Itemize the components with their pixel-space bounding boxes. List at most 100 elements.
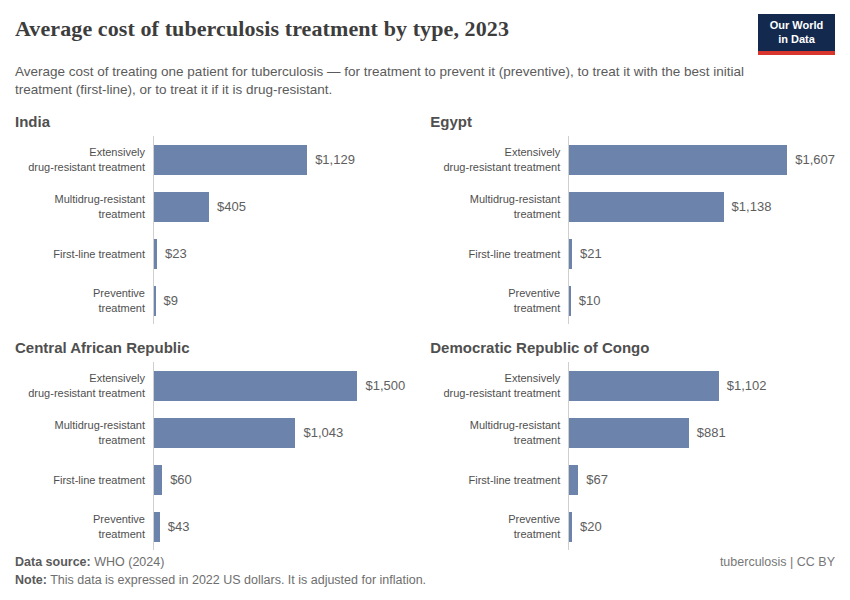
- value-label: $405: [217, 199, 246, 214]
- bar[interactable]: [154, 418, 295, 448]
- bar-area: $20: [568, 503, 835, 550]
- bar-area: $1,102: [568, 362, 835, 409]
- bar-row: Preventive treatment $20: [430, 503, 835, 550]
- category-label: Extensively drug-resistant treatment: [15, 145, 153, 174]
- value-label: $23: [165, 246, 187, 261]
- category-label: Multidrug-resistant treatment: [15, 192, 153, 221]
- value-label: $9: [164, 293, 178, 308]
- value-label: $1,102: [727, 378, 767, 393]
- bar-area: $9: [153, 277, 418, 324]
- bar-area: $1,129: [153, 136, 418, 183]
- bar-area: $10: [568, 277, 835, 324]
- panel-rows: Extensively drug-resistant treatment $1,…: [430, 136, 835, 324]
- bar-area: $405: [153, 183, 418, 230]
- category-label: First-line treatment: [430, 473, 568, 487]
- value-label: $67: [586, 472, 608, 487]
- panel-rows: Extensively drug-resistant treatment $1,…: [15, 136, 418, 324]
- panel-rows: Extensively drug-resistant treatment $1,…: [430, 362, 835, 550]
- bar[interactable]: [154, 286, 156, 316]
- category-label: Extensively drug-resistant treatment: [430, 371, 568, 400]
- bar[interactable]: [569, 239, 572, 269]
- bar[interactable]: [154, 192, 209, 222]
- value-label: $1,129: [315, 152, 355, 167]
- bar[interactable]: [569, 371, 718, 401]
- footer-source-line: Data source: WHO (2024) tuberculosis | C…: [15, 553, 835, 572]
- bar-area: $1,043: [153, 409, 418, 456]
- value-label: $20: [580, 519, 602, 534]
- chart-subtitle: Average cost of treating one patient for…: [15, 63, 757, 101]
- chart-title: Average cost of tuberculosis treatment b…: [15, 14, 509, 42]
- bar[interactable]: [154, 145, 307, 175]
- country-title: Democratic Republic of Congo: [430, 339, 835, 356]
- country-panel: Central African Republic Extensively dru…: [15, 339, 418, 550]
- owid-logo-line2: in Data: [760, 33, 833, 47]
- bar-row: Multidrug-resistant treatment $881: [430, 409, 835, 456]
- bar[interactable]: [569, 286, 571, 316]
- category-label: Preventive treatment: [15, 512, 153, 541]
- country-panel: Democratic Republic of Congo Extensively…: [430, 339, 835, 550]
- bar-row: Extensively drug-resistant treatment $1,…: [15, 362, 418, 409]
- bar[interactable]: [569, 512, 572, 542]
- category-label: First-line treatment: [15, 473, 153, 487]
- category-label: Preventive treatment: [15, 286, 153, 315]
- value-label: $1,607: [795, 152, 835, 167]
- bar-row: Extensively drug-resistant treatment $1,…: [430, 362, 835, 409]
- category-label: First-line treatment: [15, 247, 153, 261]
- value-label: $43: [168, 519, 190, 534]
- data-source: Data source: WHO (2024): [15, 553, 164, 572]
- bar-row: Extensively drug-resistant treatment $1,…: [15, 136, 418, 183]
- panel-rows: Extensively drug-resistant treatment $1,…: [15, 362, 418, 550]
- data-source-value: WHO (2024): [91, 555, 165, 569]
- category-label: First-line treatment: [430, 247, 568, 261]
- bar-row: Multidrug-resistant treatment $1,138: [430, 183, 835, 230]
- value-label: $1,138: [732, 199, 772, 214]
- value-label: $60: [170, 472, 192, 487]
- note-value: This data is expressed in 2022 US dollar…: [47, 573, 426, 587]
- bar-area: $43: [153, 503, 418, 550]
- bar-area: $23: [153, 230, 418, 277]
- bar-area: $1,607: [568, 136, 835, 183]
- bar[interactable]: [569, 418, 689, 448]
- bar-area: $60: [153, 456, 418, 503]
- bar[interactable]: [569, 465, 578, 495]
- note-label: Note:: [15, 573, 47, 587]
- value-label: $1,043: [303, 425, 343, 440]
- bar-area: $1,138: [568, 183, 835, 230]
- bar[interactable]: [154, 239, 157, 269]
- bar-row: Multidrug-resistant treatment $1,043: [15, 409, 418, 456]
- bar[interactable]: [154, 512, 160, 542]
- bar[interactable]: [569, 192, 723, 222]
- license-link[interactable]: tuberculosis | CC BY: [720, 553, 835, 572]
- country-panel: Egypt Extensively drug-resistant treatme…: [430, 113, 835, 324]
- title-row: Average cost of tuberculosis treatment b…: [15, 14, 835, 55]
- country-panel: India Extensively drug-resistant treatme…: [15, 113, 418, 324]
- bar-area: $1,500: [153, 362, 418, 409]
- bar-row: Preventive treatment $43: [15, 503, 418, 550]
- chart-footer: Data source: WHO (2024) tuberculosis | C…: [15, 553, 835, 591]
- footer-note-line: Note: This data is expressed in 2022 US …: [15, 571, 835, 590]
- bar-row: Multidrug-resistant treatment $405: [15, 183, 418, 230]
- bar-row: First-line treatment $67: [430, 456, 835, 503]
- owid-logo-line1: Our World: [760, 19, 833, 33]
- category-label: Extensively drug-resistant treatment: [430, 145, 568, 174]
- value-label: $1,500: [365, 378, 405, 393]
- category-label: Multidrug-resistant treatment: [15, 418, 153, 447]
- bar-area: $21: [568, 230, 835, 277]
- chart-page: Average cost of tuberculosis treatment b…: [0, 0, 850, 600]
- bar-row: Preventive treatment $9: [15, 277, 418, 324]
- country-title: Central African Republic: [15, 339, 418, 356]
- bar-area: $881: [568, 409, 835, 456]
- category-label: Preventive treatment: [430, 286, 568, 315]
- bar[interactable]: [569, 145, 787, 175]
- bar-row: First-line treatment $23: [15, 230, 418, 277]
- category-label: Extensively drug-resistant treatment: [15, 371, 153, 400]
- chart-header: Average cost of tuberculosis treatment b…: [15, 14, 835, 100]
- category-label: Preventive treatment: [430, 512, 568, 541]
- bar-area: $67: [568, 456, 835, 503]
- bar[interactable]: [154, 371, 357, 401]
- country-title: Egypt: [430, 113, 835, 130]
- bar-row: Extensively drug-resistant treatment $1,…: [430, 136, 835, 183]
- country-title: India: [15, 113, 418, 130]
- bar[interactable]: [154, 465, 162, 495]
- owid-logo[interactable]: Our World in Data: [758, 14, 835, 55]
